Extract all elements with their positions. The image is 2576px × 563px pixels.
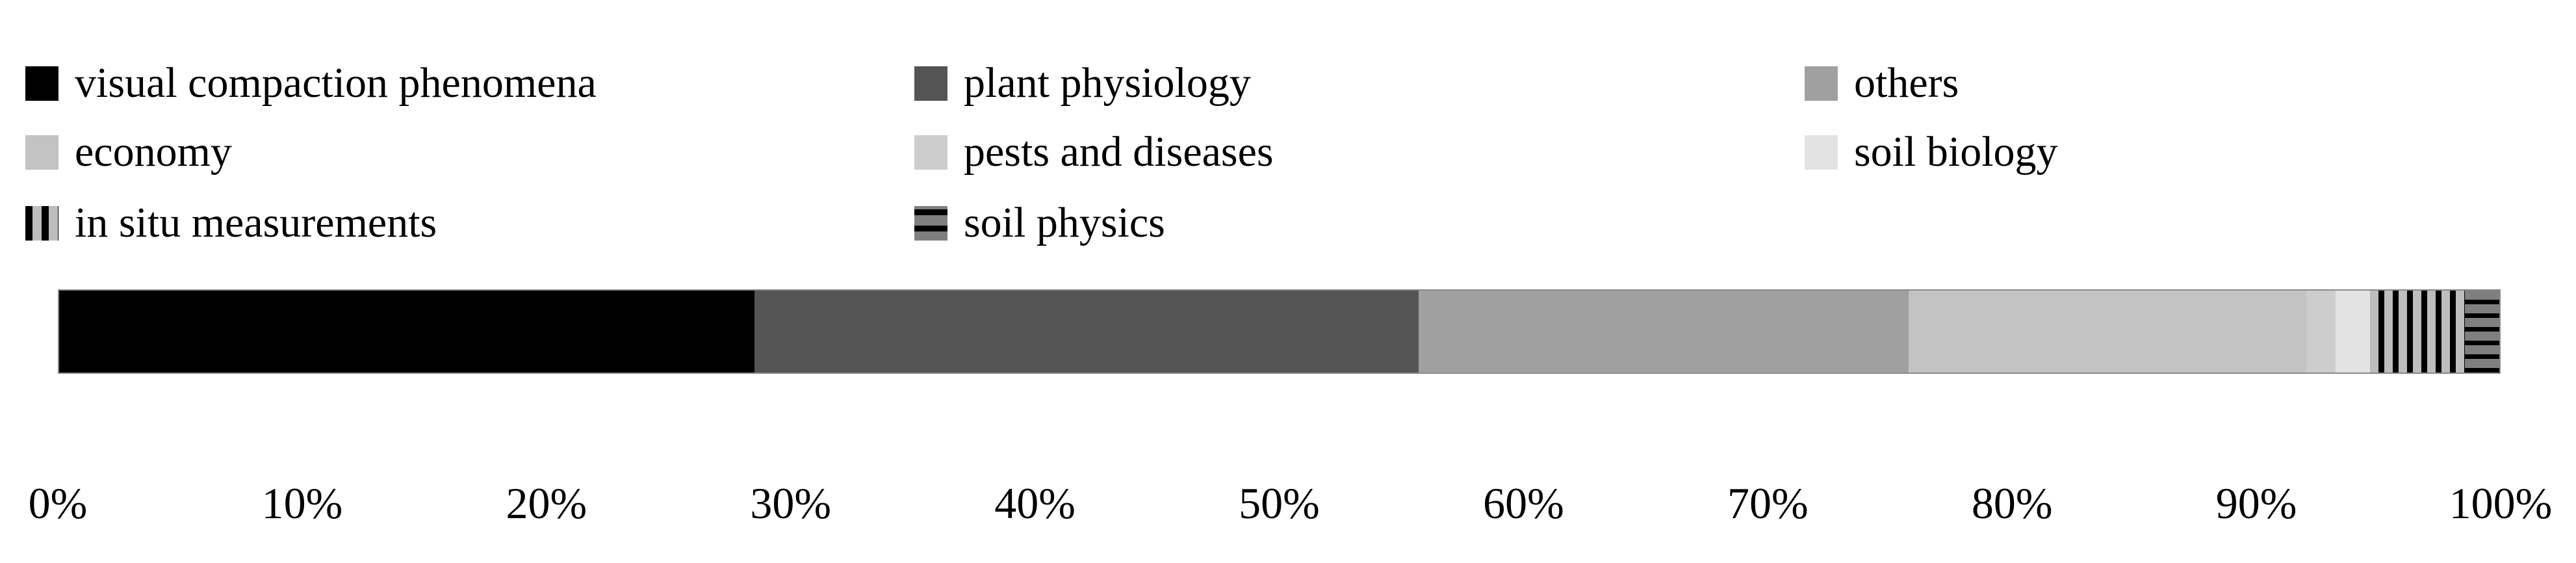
x-tick-label-10: 10% (261, 478, 343, 528)
x-tick-label-90: 90% (2215, 478, 2297, 528)
bar-segment-soil-biology (2336, 291, 2370, 373)
legend-swatch-economy (25, 135, 58, 170)
bar-segment-visual-compaction-phenomena (59, 291, 755, 373)
bar-segment-economy (1909, 291, 2307, 373)
x-tick-label-50: 50% (1239, 478, 1320, 528)
bar-segment-soil-physics (2465, 291, 2499, 373)
x-tick-label-70: 70% (1727, 478, 1809, 528)
legend-item-visual-compaction-phenomena: visual compaction phenomena (25, 60, 597, 106)
legend-swatch-soil-biology (1805, 135, 1838, 170)
legend-label: pests and diseases (964, 128, 1274, 176)
stacked-bar (58, 289, 2501, 374)
legend-swatch-soil-physics (914, 205, 947, 241)
legend-label: others (1854, 59, 1959, 107)
x-axis: 0% 10% 20% 30% 40% 50% 60% 70% 80% 90% 100% (29, 478, 2553, 540)
x-tick-label-40: 40% (994, 478, 1075, 528)
legend-label: plant physiology (964, 59, 1251, 107)
legend-item-in-situ-measurements: in situ measurements (25, 200, 437, 246)
legend-swatch-pests-and-diseases (914, 135, 947, 170)
legend-label: economy (75, 128, 232, 176)
x-tick-label-100: 100% (2449, 478, 2553, 528)
x-tick-label-20: 20% (506, 478, 587, 528)
legend-swatch-others (1805, 66, 1838, 101)
legend-item-others: others (1805, 60, 1959, 106)
x-tick-label-60: 60% (1483, 478, 1564, 528)
bar-segment-others (1418, 291, 1909, 373)
legend-item-economy: economy (25, 129, 232, 175)
legend-swatch-in-situ-measurements (25, 205, 58, 241)
legend-item-soil-biology: soil biology (1805, 129, 2058, 175)
legend-label: soil biology (1854, 128, 2058, 176)
bar-segment-in-situ-measurements (2369, 291, 2466, 373)
legend-item-pests-and-diseases: pests and diseases (914, 129, 1274, 175)
x-tick-label-30: 30% (750, 478, 832, 528)
legend-swatch-plant-physiology (914, 66, 947, 101)
bar-segment-pests-and-diseases (2306, 291, 2336, 373)
legend-label: soil physics (964, 199, 1165, 246)
bar-segment-plant-physiology (754, 291, 1419, 373)
legend-swatch-visual-compaction-phenomena (25, 66, 58, 101)
x-tick-label-80: 80% (1971, 478, 2053, 528)
legend-label: in situ measurements (75, 199, 437, 246)
legend-item-plant-physiology: plant physiology (914, 60, 1251, 106)
legend-label: visual compaction phenomena (75, 59, 597, 107)
x-tick-label-0: 0% (28, 478, 88, 528)
legend-item-soil-physics: soil physics (914, 200, 1165, 246)
